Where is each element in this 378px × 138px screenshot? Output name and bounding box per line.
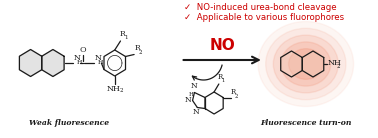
Text: ✓  Applicable to various fluorophores: ✓ Applicable to various fluorophores: [184, 14, 345, 22]
Text: 2: 2: [336, 63, 340, 68]
Text: 1: 1: [124, 35, 127, 40]
Text: N: N: [193, 108, 200, 116]
Text: R: R: [134, 44, 140, 52]
Text: 2: 2: [138, 51, 142, 55]
Text: N: N: [190, 83, 197, 91]
Polygon shape: [281, 51, 302, 77]
Text: H: H: [77, 60, 82, 66]
Text: Fluorescence turn-on: Fluorescence turn-on: [260, 119, 352, 127]
Ellipse shape: [289, 49, 323, 79]
Text: H: H: [98, 60, 104, 66]
Text: ✓  NO-induced urea-bond cleavage: ✓ NO-induced urea-bond cleavage: [184, 2, 337, 11]
Text: R: R: [218, 73, 223, 81]
Text: Weak fluorescence: Weak fluorescence: [29, 119, 109, 127]
Text: NO: NO: [209, 39, 235, 54]
Polygon shape: [19, 50, 42, 76]
Text: O: O: [80, 46, 87, 54]
Text: NH: NH: [107, 85, 121, 93]
Text: 2: 2: [235, 94, 238, 99]
Polygon shape: [42, 50, 64, 76]
Text: NH: NH: [328, 59, 341, 67]
Text: N: N: [74, 54, 81, 62]
Ellipse shape: [273, 35, 338, 93]
Ellipse shape: [281, 42, 331, 86]
Ellipse shape: [258, 22, 353, 107]
Text: N: N: [94, 54, 102, 62]
Text: N: N: [185, 96, 192, 104]
Text: 1: 1: [222, 78, 225, 83]
Text: H: H: [189, 92, 194, 98]
Polygon shape: [302, 51, 324, 77]
Text: R: R: [119, 30, 125, 38]
Text: 2: 2: [120, 87, 124, 92]
Text: R: R: [231, 87, 236, 95]
Ellipse shape: [266, 28, 346, 100]
